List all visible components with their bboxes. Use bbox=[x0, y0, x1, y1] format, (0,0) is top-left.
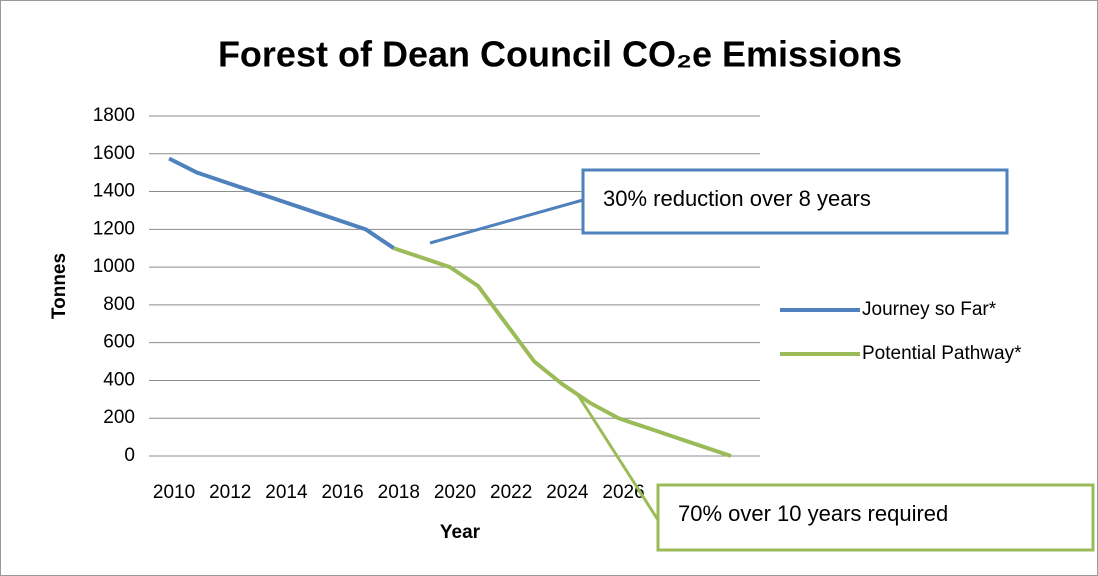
y-axis-label: Tonnes bbox=[49, 253, 70, 319]
y-tick-label: 200 bbox=[103, 407, 135, 428]
y-tick-label: 800 bbox=[103, 294, 135, 315]
y-tick-label: 1600 bbox=[93, 143, 135, 164]
series-line bbox=[168, 156, 395, 250]
x-tick-label: 2010 bbox=[153, 482, 195, 503]
x-tick-label: 2022 bbox=[490, 482, 532, 503]
chart-title: Forest of Dean Council CO₂e Emissions bbox=[218, 34, 902, 75]
legend-label: Journey so Far* bbox=[862, 299, 997, 320]
y-tick-label: 1000 bbox=[93, 256, 135, 277]
x-tick-label: 2018 bbox=[378, 482, 420, 503]
y-tick-label: 0 bbox=[124, 445, 135, 466]
y-tick-label: 1200 bbox=[93, 218, 135, 239]
x-tick-label: 2016 bbox=[321, 482, 363, 503]
x-tick-label: 2012 bbox=[209, 482, 251, 503]
y-tick-label: 1800 bbox=[93, 105, 135, 126]
plot-area: 0 200 400 600 800 1000 1200 1400 1600 1800 2010 201… bbox=[93, 105, 1022, 503]
y-tick-label: 600 bbox=[103, 332, 135, 353]
annotation-connector bbox=[576, 394, 660, 521]
y-tick-label: 1400 bbox=[93, 181, 135, 202]
legend-label: Potential Pathway* bbox=[862, 343, 1022, 364]
x-tick-label: 2024 bbox=[546, 482, 589, 503]
annotation-text: 70% over 10 years required bbox=[678, 501, 948, 526]
y-tick-label: 400 bbox=[103, 369, 135, 390]
annotation-box bbox=[656, 483, 1095, 552]
series-line bbox=[393, 246, 732, 458]
x-tick-label: 2020 bbox=[434, 482, 476, 503]
x-axis-label: Year bbox=[440, 522, 481, 543]
annotation-text: 30% reduction over 8 years bbox=[603, 186, 871, 211]
annotation-box bbox=[581, 168, 1009, 235]
annotation-connector bbox=[429, 198, 584, 245]
x-tick-label: 2014 bbox=[265, 482, 308, 503]
x-tick-label: 2026 bbox=[602, 482, 644, 503]
annotations: 30% reduction over 8 years 70% over 10 y… bbox=[429, 168, 1095, 552]
